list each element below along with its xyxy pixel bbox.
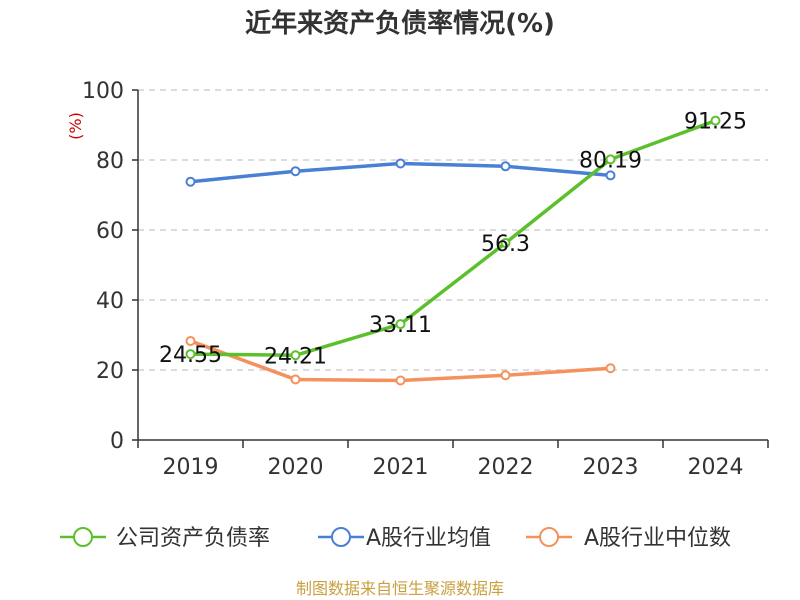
data-label: 33.11 <box>369 313 432 338</box>
data-point <box>605 154 616 165</box>
legend-label: 公司资产负债率 <box>116 526 270 551</box>
data-label: 56.3 <box>481 232 530 257</box>
x-tick-label: 2019 <box>163 455 219 480</box>
series-line <box>188 118 718 358</box>
axes: 0 20 40 60 80 100 2019 2020 2021 2022 2023 2024 <box>82 79 769 480</box>
data-point <box>290 374 301 385</box>
x-tick-label: 2022 <box>478 455 534 480</box>
chart-title: 近年来资产负债率情况(%) <box>245 8 555 39</box>
legend-item[interactable]: 公司资产负债率 <box>60 526 270 551</box>
x-tick-label: 2023 <box>583 455 639 480</box>
series <box>185 115 721 386</box>
data-point <box>395 319 406 330</box>
data-label: 24.55 <box>159 343 222 368</box>
legend-item[interactable]: A股行业均值 <box>318 526 491 551</box>
y-tick-label: 0 <box>110 429 124 454</box>
data-point <box>605 170 616 181</box>
legend-item[interactable]: A股行业中位数 <box>526 526 731 551</box>
y-tick-label: 40 <box>96 289 124 314</box>
data-point <box>500 161 511 172</box>
y-axis-unit: (%) <box>66 112 85 140</box>
source-note: 制图数据来自恒生聚源数据库 <box>296 579 504 598</box>
data-point <box>710 115 721 126</box>
grid <box>138 89 768 371</box>
data-point <box>185 349 196 360</box>
data-label: 91.25 <box>684 110 747 135</box>
data-labels: 24.55 24.21 33.11 56.3 80.19 91.25 <box>159 110 747 370</box>
legend-swatch-marker <box>73 527 93 547</box>
data-point <box>395 158 406 169</box>
data-point <box>605 363 616 374</box>
data-point <box>290 166 301 177</box>
y-tick-label: 100 <box>82 79 124 104</box>
legend-label: A股行业均值 <box>366 526 491 551</box>
data-point <box>185 335 196 346</box>
legend: 公司资产负债率 A股行业均值 A股行业中位数 <box>60 526 731 551</box>
data-label: 80.19 <box>579 148 642 173</box>
x-tick-label: 2024 <box>688 455 744 480</box>
legend-swatch-marker <box>331 527 351 547</box>
data-point <box>185 176 196 187</box>
legend-swatch-marker <box>539 527 559 547</box>
data-point <box>500 370 511 381</box>
y-tick-label: 20 <box>96 359 124 384</box>
data-point <box>395 375 406 386</box>
data-point <box>500 237 511 248</box>
y-tick-label: 60 <box>96 219 124 244</box>
x-tick-label: 2021 <box>373 455 429 480</box>
data-point <box>290 350 301 361</box>
x-tick-label: 2020 <box>268 455 324 480</box>
series-line <box>188 339 613 383</box>
data-label: 24.21 <box>264 344 327 369</box>
y-tick-label: 80 <box>96 149 124 174</box>
legend-label: A股行业中位数 <box>584 526 731 551</box>
